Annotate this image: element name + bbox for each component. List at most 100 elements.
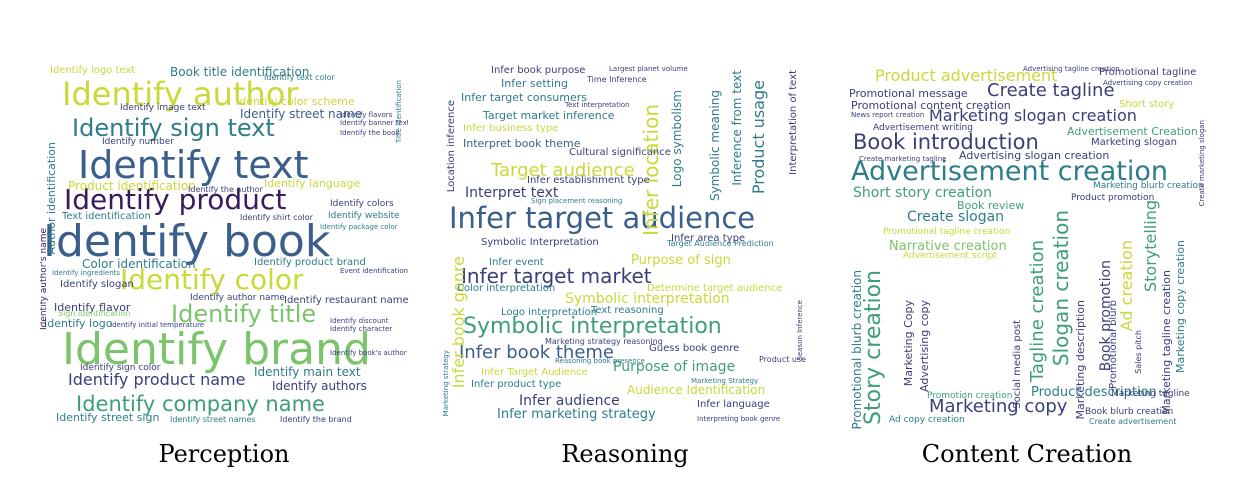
cloud-word: Marketing tagline <box>1111 389 1190 399</box>
cloud-word: Infer business type <box>463 123 559 134</box>
cloud-word: Sales pitch <box>1134 330 1143 374</box>
cloud-word: Short story creation <box>853 185 993 201</box>
cloud-word: Identify the brand <box>280 415 352 424</box>
cloud-word: Identify discount <box>330 317 389 325</box>
cloud-word: Product description <box>1031 385 1157 400</box>
cloud-word: Event identification <box>340 267 408 275</box>
cloud-word: Marketing Copy <box>902 300 915 387</box>
cloud-word: Identify sign color <box>80 363 161 373</box>
cloud-word: Symbolic Interpretation <box>481 237 599 248</box>
cloud-word: Infer language <box>697 399 770 410</box>
cloud-word: Promotional message <box>849 87 968 100</box>
cloud-word: Infer area type <box>671 233 746 244</box>
caption-perception: Perception <box>158 440 290 468</box>
caption-content-creation: Content Creation <box>921 440 1133 468</box>
cloud-word: Target market inference <box>483 109 615 122</box>
cloud-word: Identify color scheme <box>236 95 355 108</box>
cloud-word: Tagline creation <box>1027 240 1048 383</box>
cloud-word: Sign placement reasoning <box>531 197 623 205</box>
wordcloud-reasoning: Infer target audience Symbolic interpreta… <box>441 60 809 430</box>
cloud-word: Sign identification <box>58 309 131 318</box>
cloud-word: Advertising copy creation <box>1103 79 1193 87</box>
cloud-word: Story creation <box>861 270 886 425</box>
cloud-word: Identify author name <box>190 293 285 303</box>
cloud-word: Symbolic interpretation <box>463 314 722 339</box>
cloud-word: Identify number <box>102 137 174 147</box>
cloud-word: Text reasoning <box>591 305 664 316</box>
cloud-word: Identify product <box>64 183 287 216</box>
cloud-word: Promotional tagline <box>1099 67 1197 78</box>
cloud-word: Promotional tagline creation <box>883 227 1011 237</box>
cloud-word: Infer marketing strategy <box>497 407 656 422</box>
cloud-word: Determine target audience <box>647 283 783 294</box>
cloud-word: Product usage <box>749 80 768 195</box>
cloud-word: Slogan creation <box>1049 210 1073 367</box>
cloud-word: Interpret book theme <box>463 137 581 150</box>
cloud-word: Identify initial temperature <box>110 321 205 329</box>
cloud-word: Location inference <box>446 100 457 193</box>
cloud-word: Ad copy creation <box>889 415 965 425</box>
cloud-word: Identify package color <box>320 223 398 231</box>
cloud-word: Cultural significance <box>569 147 671 158</box>
cloud-word: Book blurb creation <box>1085 407 1174 417</box>
cloud-word: Create tagline <box>987 80 1115 101</box>
cloud-word: Identify language <box>264 177 361 190</box>
cloud-word: Marketing strategy reasoning <box>545 337 663 346</box>
cloud-word: Marketing slogan creation <box>929 106 1137 125</box>
cloud-word: Infer book theme <box>459 342 614 363</box>
cloud-word: Identify colors <box>330 199 394 209</box>
cloud-word: Advertising tagline creation <box>1023 65 1120 73</box>
cloud-word: Promotion creation <box>927 391 1013 401</box>
cloud-word: Marketing Strategy <box>691 377 759 385</box>
cloud-word: Advertising copy <box>918 300 931 392</box>
cloud-word: Identify author <box>62 75 299 113</box>
cloud-word: Identify street sign <box>56 411 160 424</box>
cloud-word: Identify logo text <box>50 65 136 76</box>
cloud-word: Marketing strategy <box>442 350 450 417</box>
cloud-word: Identify color <box>120 263 304 296</box>
cloud-word: Identify image text <box>120 103 206 113</box>
cloud-word: Identify main text <box>254 365 361 379</box>
cloud-word: Identify shirt color <box>240 213 313 222</box>
cloud-word: Target audience <box>491 160 635 181</box>
cloud-word: Identify ingredients <box>52 269 121 277</box>
cloud-word: Storytelling <box>1141 200 1160 293</box>
cloud-word: Identify logo <box>44 317 113 330</box>
cloud-word: Audience Identification <box>627 383 766 397</box>
cloud-word: Identify the book <box>340 129 400 137</box>
cloud-word: Identify book's author <box>330 349 407 357</box>
cloud-word: Marketing slogan <box>1091 137 1177 148</box>
cloud-word: Interpreting book genre <box>697 415 781 423</box>
cloud-word: Narrative creation <box>889 239 1007 254</box>
cloud-word: Identify brand <box>62 324 371 375</box>
cloud-word: Advertising slogan creation <box>959 149 1110 162</box>
cloud-word: Season Inference <box>796 300 804 361</box>
cloud-word: Marketing copy creation <box>1174 240 1187 373</box>
cloud-word: Identify book <box>43 216 331 267</box>
cloud-word: Infer establishment type <box>527 175 650 186</box>
cloud-word: Marketing copy <box>929 396 1068 417</box>
cloud-word: Advertisement script <box>903 251 998 261</box>
cloud-word: Promotional content creation <box>851 99 1011 112</box>
cloud-word: Identify flavor <box>54 301 131 314</box>
cloud-word: Infer audience <box>519 393 620 409</box>
cloud-word: Product advertisement <box>875 66 1058 85</box>
cloud-word: Identify flavors <box>340 111 393 119</box>
cloud-word: Color identification <box>82 257 196 271</box>
cloud-word: Identify street name <box>240 107 363 121</box>
cloud-word: Time Inference <box>587 75 647 84</box>
cloud-word: Text interpretation <box>565 101 630 109</box>
cloud-word: Symbolic meaning <box>708 90 722 202</box>
cloud-word: Advertisement writing <box>873 123 973 133</box>
cloud-word: Infer location <box>639 104 663 236</box>
cloud-word: Product use <box>759 355 807 364</box>
cloud-word: Purpose of sign <box>631 253 731 268</box>
cloud-word: Logo symbolism <box>670 90 684 188</box>
cloud-word: Guess book genre <box>649 343 740 354</box>
cloud-word: Identify author's name <box>40 228 49 331</box>
cloud-word: Promotional blurb <box>1108 300 1119 389</box>
wordcloud-content-creation: Advertisement creation Book introduction S… <box>843 60 1211 430</box>
cloud-word: Identify authors <box>272 379 367 393</box>
cloud-word: Marketing blurb creation <box>1093 181 1204 191</box>
cloud-word: Ad creation <box>1117 240 1136 332</box>
